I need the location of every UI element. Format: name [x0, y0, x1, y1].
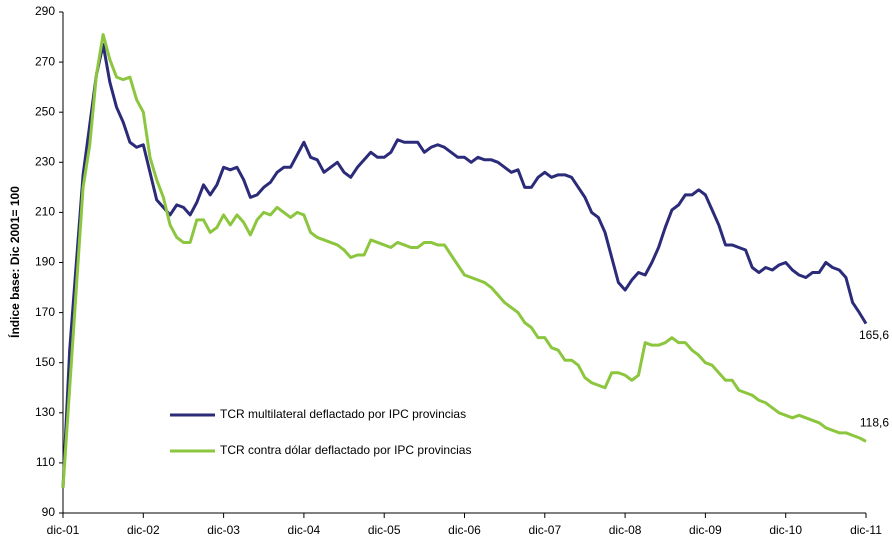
x-tick-label: dic-03 [207, 523, 240, 537]
x-tick-label: dic-11 [850, 523, 882, 537]
data-label: 165,6 [859, 328, 889, 342]
y-tick-label: 130 [35, 405, 55, 419]
x-tick-label: dic-02 [127, 523, 160, 537]
y-axis-title: Índice base: Dic 2001= 100 [7, 186, 22, 338]
x-tick-label: dic-07 [528, 523, 561, 537]
y-tick-label: 270 [35, 54, 55, 68]
x-tick-label: dic-10 [769, 523, 802, 537]
y-tick-label: 250 [35, 104, 55, 118]
y-tick-label: 90 [42, 505, 56, 519]
x-tick-label: dic-04 [288, 523, 321, 537]
y-tick-label: 190 [35, 255, 55, 269]
y-tick-label: 210 [35, 205, 55, 219]
x-tick-label: dic-06 [448, 523, 481, 537]
x-tick-label: dic-09 [689, 523, 722, 537]
y-tick-label: 110 [36, 455, 55, 469]
y-tick-label: 290 [35, 4, 55, 18]
x-tick-label: dic-08 [609, 523, 642, 537]
line-series [61, 43, 868, 489]
legend-label: TCR contra dólar deflactado por IPC prov… [220, 443, 471, 457]
y-tick-label: 150 [35, 355, 55, 369]
y-tick-label: 230 [35, 154, 55, 168]
x-tick-label: dic-01 [47, 523, 80, 537]
line-series [61, 33, 867, 489]
data-label: 118,6 [860, 416, 889, 430]
legend-label: TCR multilateral deflactado por IPC prov… [220, 407, 466, 421]
y-tick-label: 170 [35, 305, 55, 319]
x-tick-label: dic-05 [368, 523, 401, 537]
